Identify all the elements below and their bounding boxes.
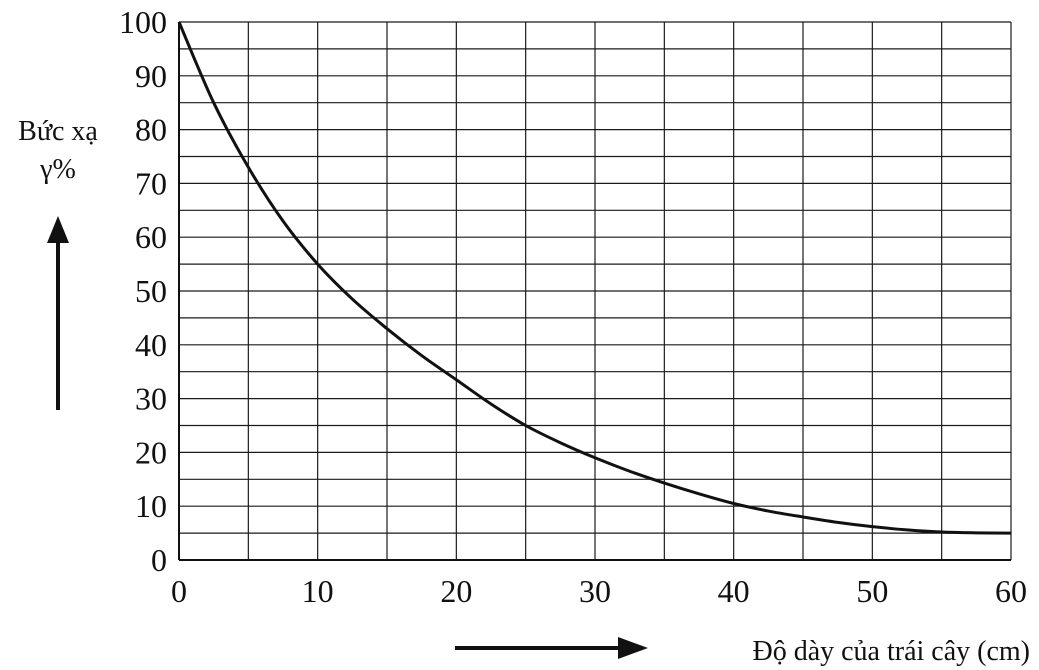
radiation-curve xyxy=(177,21,1012,535)
y-tick-label: 10 xyxy=(135,488,167,524)
y-tick-label: 100 xyxy=(119,4,167,40)
grid xyxy=(178,21,1012,561)
y-axis-arrow xyxy=(47,216,69,410)
x-tick-label: 30 xyxy=(579,573,611,609)
x-tick-label: 60 xyxy=(995,573,1027,609)
y-tick-label: 0 xyxy=(151,542,167,578)
y-tick-label: 20 xyxy=(135,434,167,470)
y-tick-label: 50 xyxy=(135,273,167,309)
y-tick-label: 70 xyxy=(135,165,167,201)
y-tick-label: 60 xyxy=(135,219,167,255)
axes xyxy=(178,22,1011,561)
x-tick-label: 10 xyxy=(302,573,334,609)
y-tick-label: 40 xyxy=(135,327,167,363)
x-axis-label: Độ dày của trái cây (cm) xyxy=(752,636,1030,667)
x-tick-label: 50 xyxy=(856,573,888,609)
y-axis-label-line2: γ% xyxy=(39,154,76,185)
x-tick-label: 0 xyxy=(171,573,187,609)
x-axis-arrow xyxy=(455,637,648,659)
y-tick-label: 90 xyxy=(135,58,167,94)
y-axis-label-line1: Bức xạ xyxy=(18,116,98,147)
tick-labels: 0 10 20 30 40 50 60 0 10 20 30 40 50 60 70 80 90 100 xyxy=(119,4,1027,609)
x-tick-label: 20 xyxy=(440,573,472,609)
y-tick-label: 80 xyxy=(135,112,167,148)
x-tick-label: 40 xyxy=(718,573,750,609)
y-tick-label: 30 xyxy=(135,381,167,417)
